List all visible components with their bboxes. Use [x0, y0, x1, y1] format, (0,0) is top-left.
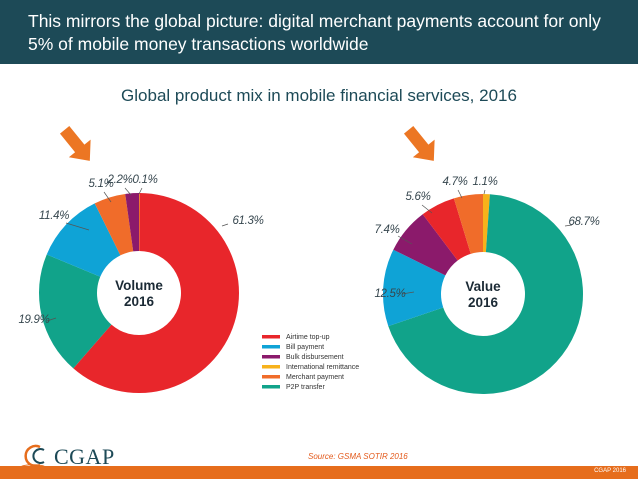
value-leader-p2p-transfer — [564, 224, 573, 227]
chart-subtitle: Global product mix in mobile financial s… — [121, 86, 517, 105]
volume-leader-merchant-payment — [103, 191, 112, 203]
value-center-label-1: Value — [465, 279, 501, 294]
volume-value-label-p2p-transfer: 19.9% — [18, 314, 49, 326]
value-value-label-p2p-transfer: 68.7% — [568, 216, 599, 228]
legend-label-merchant-payment: Merchant payment — [286, 374, 344, 381]
volume-slice-merchant-payment — [94, 193, 134, 256]
legend-label-airtime-top-up: Airtime top-up — [286, 334, 330, 341]
volume-merchant-arrow-icon — [59, 126, 91, 161]
legend-label-bill-payment: Bill payment — [286, 344, 324, 351]
volume-slice-bulk-disbursement — [125, 193, 139, 252]
volume-leader-bulk-disbursement — [124, 187, 132, 196]
volume-value-label-merchant-payment: 5.1% — [88, 178, 113, 190]
cgap-logo: CGAP — [18, 441, 128, 471]
legend-swatch-bill-payment — [262, 345, 280, 349]
title-bar: This mirrors the global picture: digital… — [0, 0, 638, 64]
value-value-label-merchant-payment: 4.7% — [442, 176, 467, 188]
volume-center-label-2: 2016 — [124, 294, 155, 309]
value-slice-bulk-disbursement — [393, 214, 458, 276]
legend-swatch-bulk-disbursement — [262, 355, 280, 359]
legend-swatch-p2p-transfer — [262, 385, 280, 389]
volume-center-label-1: Volume — [115, 278, 163, 293]
legend-label-p2p-transfer: P2P transfer — [286, 384, 325, 391]
value-value-label-bulk-disbursement: 7.4% — [374, 224, 399, 236]
source-note: Source: GSMA SOTIR 2016 — [308, 452, 408, 461]
value-leader-bill-payment — [401, 291, 415, 295]
footer-bar — [0, 466, 638, 479]
legend-swatch-merchant-payment — [262, 375, 280, 379]
volume-leader-international-remittance — [138, 187, 143, 195]
volume-leader-p2p-transfer — [46, 317, 57, 322]
value-slice-international-remittance — [483, 194, 490, 253]
legend-label-international-remittance: International remittance — [286, 364, 359, 371]
volume-slice-bill-payment — [46, 203, 121, 277]
volume-slice-p2p-transfer — [39, 254, 112, 369]
value-value-label-airtime-top-up: 5.6% — [405, 191, 430, 203]
volume-slice-international-remittance — [139, 193, 140, 252]
value-leader-international-remittance — [483, 189, 486, 195]
volume-leader-airtime-top-up — [221, 223, 229, 227]
volume-leader-bill-payment — [65, 222, 90, 231]
volume-value-label-bill-payment: 11.4% — [39, 210, 69, 222]
volume-slice-airtime-top-up — [73, 193, 239, 393]
volume-value-label-airtime-top-up: 61.3% — [232, 215, 263, 227]
value-value-label-international-remittance: 1.1% — [472, 176, 497, 188]
legend-swatch-international-remittance — [262, 365, 280, 369]
value-slice-bill-payment — [382, 249, 446, 327]
value-value-label-bill-payment: 12.5% — [374, 288, 405, 300]
legend-swatch-airtime-top-up — [262, 335, 280, 339]
value-leader-merchant-payment — [457, 189, 463, 199]
cgap-logo-text: CGAP — [54, 444, 115, 469]
value-leader-bulk-disbursement — [397, 235, 413, 245]
volume-value-label-international-remittance: 0.1% — [132, 174, 157, 186]
copyright-note: CGAP 2016 — [594, 468, 626, 474]
value-leader-airtime-top-up — [421, 204, 433, 214]
value-slice-merchant-payment — [453, 194, 483, 254]
value-slice-p2p-transfer — [388, 194, 583, 394]
value-center-label-2: 2016 — [468, 295, 499, 310]
value-slice-airtime-top-up — [422, 198, 471, 261]
slide-title: This mirrors the global picture: digital… — [28, 11, 601, 54]
legend-label-bulk-disbursement: Bulk disbursement — [286, 354, 344, 361]
volume-value-label-bulk-disbursement: 2.2% — [106, 174, 132, 186]
value-merchant-arrow-icon — [403, 126, 435, 161]
